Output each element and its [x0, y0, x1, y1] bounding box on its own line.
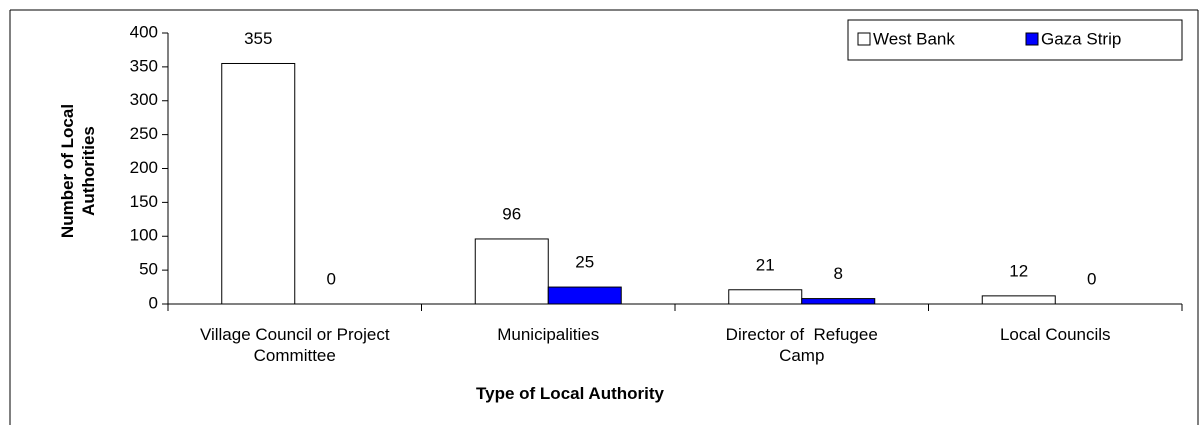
- y-tick-label: 300: [130, 90, 158, 109]
- y-tick-label: 0: [149, 293, 158, 312]
- x-tick-label: Municipalities: [497, 325, 600, 344]
- y-tick-label: 350: [130, 56, 158, 75]
- legend-marker: [1025, 32, 1039, 46]
- legend-box: [847, 19, 1183, 61]
- legend-marker: [857, 32, 871, 46]
- legend-label: Gaza Strip: [1041, 29, 1121, 48]
- data-label: 12: [1009, 261, 1028, 280]
- x-axis-title: Type of Local Authority: [476, 384, 664, 403]
- legend-label: West Bank: [873, 29, 955, 48]
- bar: [981, 295, 1056, 305]
- x-tick-label: Village Council or Project Committee: [199, 325, 395, 365]
- y-axis-title: Number of Local Authorities: [58, 99, 98, 239]
- y-tick-label: 250: [130, 124, 158, 143]
- bar: [474, 238, 549, 305]
- bar: [728, 289, 803, 305]
- data-label: 355: [244, 29, 272, 48]
- y-tick-label: 400: [130, 22, 158, 41]
- data-label: 0: [1087, 269, 1096, 288]
- x-tick-label: Director of Refugee Camp: [725, 325, 883, 365]
- y-tick-label: 150: [130, 192, 158, 211]
- bar: [547, 286, 622, 305]
- data-label: 0: [327, 269, 336, 288]
- bar: [221, 62, 296, 305]
- data-label: 8: [834, 264, 843, 283]
- data-label: 21: [756, 255, 775, 274]
- y-tick-label: 100: [130, 226, 158, 245]
- y-tick-label: 200: [130, 158, 158, 177]
- data-label: 96: [502, 204, 521, 223]
- data-label: 25: [575, 253, 594, 272]
- x-tick-label: Local Councils: [999, 325, 1111, 344]
- y-tick-label: 50: [139, 260, 158, 279]
- bar: [801, 298, 876, 305]
